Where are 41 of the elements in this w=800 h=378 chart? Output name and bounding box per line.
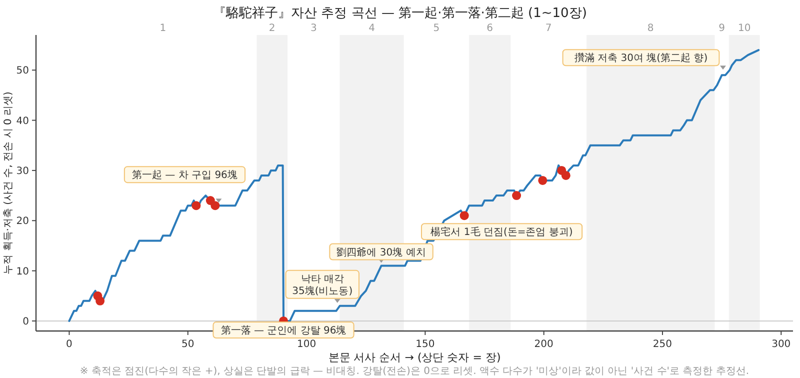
point bbox=[538, 176, 548, 185]
text: 7 bbox=[545, 23, 552, 34]
band-label: 6 bbox=[486, 23, 494, 34]
x-tick-label: 200 bbox=[534, 339, 554, 350]
point bbox=[192, 201, 201, 210]
band-label: 10 bbox=[738, 23, 751, 34]
y-tick-label: 40 bbox=[16, 116, 29, 127]
point bbox=[96, 296, 105, 306]
line-series bbox=[68, 49, 760, 322]
band-label: 2 bbox=[268, 23, 276, 34]
annotation: 第一起 — 차 구입 96塊 bbox=[132, 169, 238, 182]
x-axis-title: 본문 서사 순서 → (상단 숫자 = 장) bbox=[328, 351, 501, 364]
y-tick-label: 20 bbox=[16, 216, 29, 228]
y-axis-title: 누적 획득·저축 (사건 수, 전손 시 0 리셋) bbox=[3, 92, 14, 274]
annotation: 楊宅서 1毛 던짐(돈=존엄 붕괴) bbox=[430, 226, 573, 238]
point bbox=[210, 201, 220, 210]
x-tick-label: 300 bbox=[772, 339, 791, 350]
point bbox=[512, 191, 522, 200]
annotation: 劉四爺에 30塊 예치 bbox=[336, 246, 426, 258]
text: ※ 축적은 점진(다수의 작은 +), 상실은 단발의 급락 — 비대칭. 강탈(전손)은 0으로 리셋. 액수 다수가 '미상'이라 값이 아닌 '사건 수'로 측정한 추정선. bbox=[80, 366, 750, 377]
x-tick-label: 50 bbox=[182, 339, 194, 350]
y-tick-label: 30 bbox=[16, 166, 29, 177]
text: 1 bbox=[160, 23, 166, 34]
text: 9 bbox=[718, 23, 725, 34]
point bbox=[561, 170, 570, 180]
text: 5 bbox=[433, 23, 440, 34]
text: 3 bbox=[310, 23, 317, 34]
y-tick-label: 10 bbox=[16, 266, 29, 278]
band-label: 8 bbox=[647, 23, 654, 34]
annotation: 第一落 — 군인에 강탈 96塊 bbox=[220, 324, 346, 336]
x-tick-label: 100 bbox=[296, 339, 316, 350]
chart-title: 『駱駝祥子』자산 추정 곡선 — 第一起·第一落·第二起 (1~10장) bbox=[213, 6, 587, 21]
y-tick-label: 0 bbox=[22, 316, 29, 328]
x-tick-label: 250 bbox=[652, 339, 672, 350]
annotation: 낙타 매각 35塊(비노동) bbox=[292, 274, 353, 297]
annotation: 攢滿 저축 30여 塊(第二起 향) bbox=[574, 52, 708, 64]
point bbox=[460, 211, 469, 220]
x-tick-label: 0 bbox=[66, 339, 72, 350]
y-tick-label: 50 bbox=[16, 66, 29, 77]
x-tick-label: 150 bbox=[416, 339, 435, 350]
band-label: 4 bbox=[368, 23, 375, 34]
